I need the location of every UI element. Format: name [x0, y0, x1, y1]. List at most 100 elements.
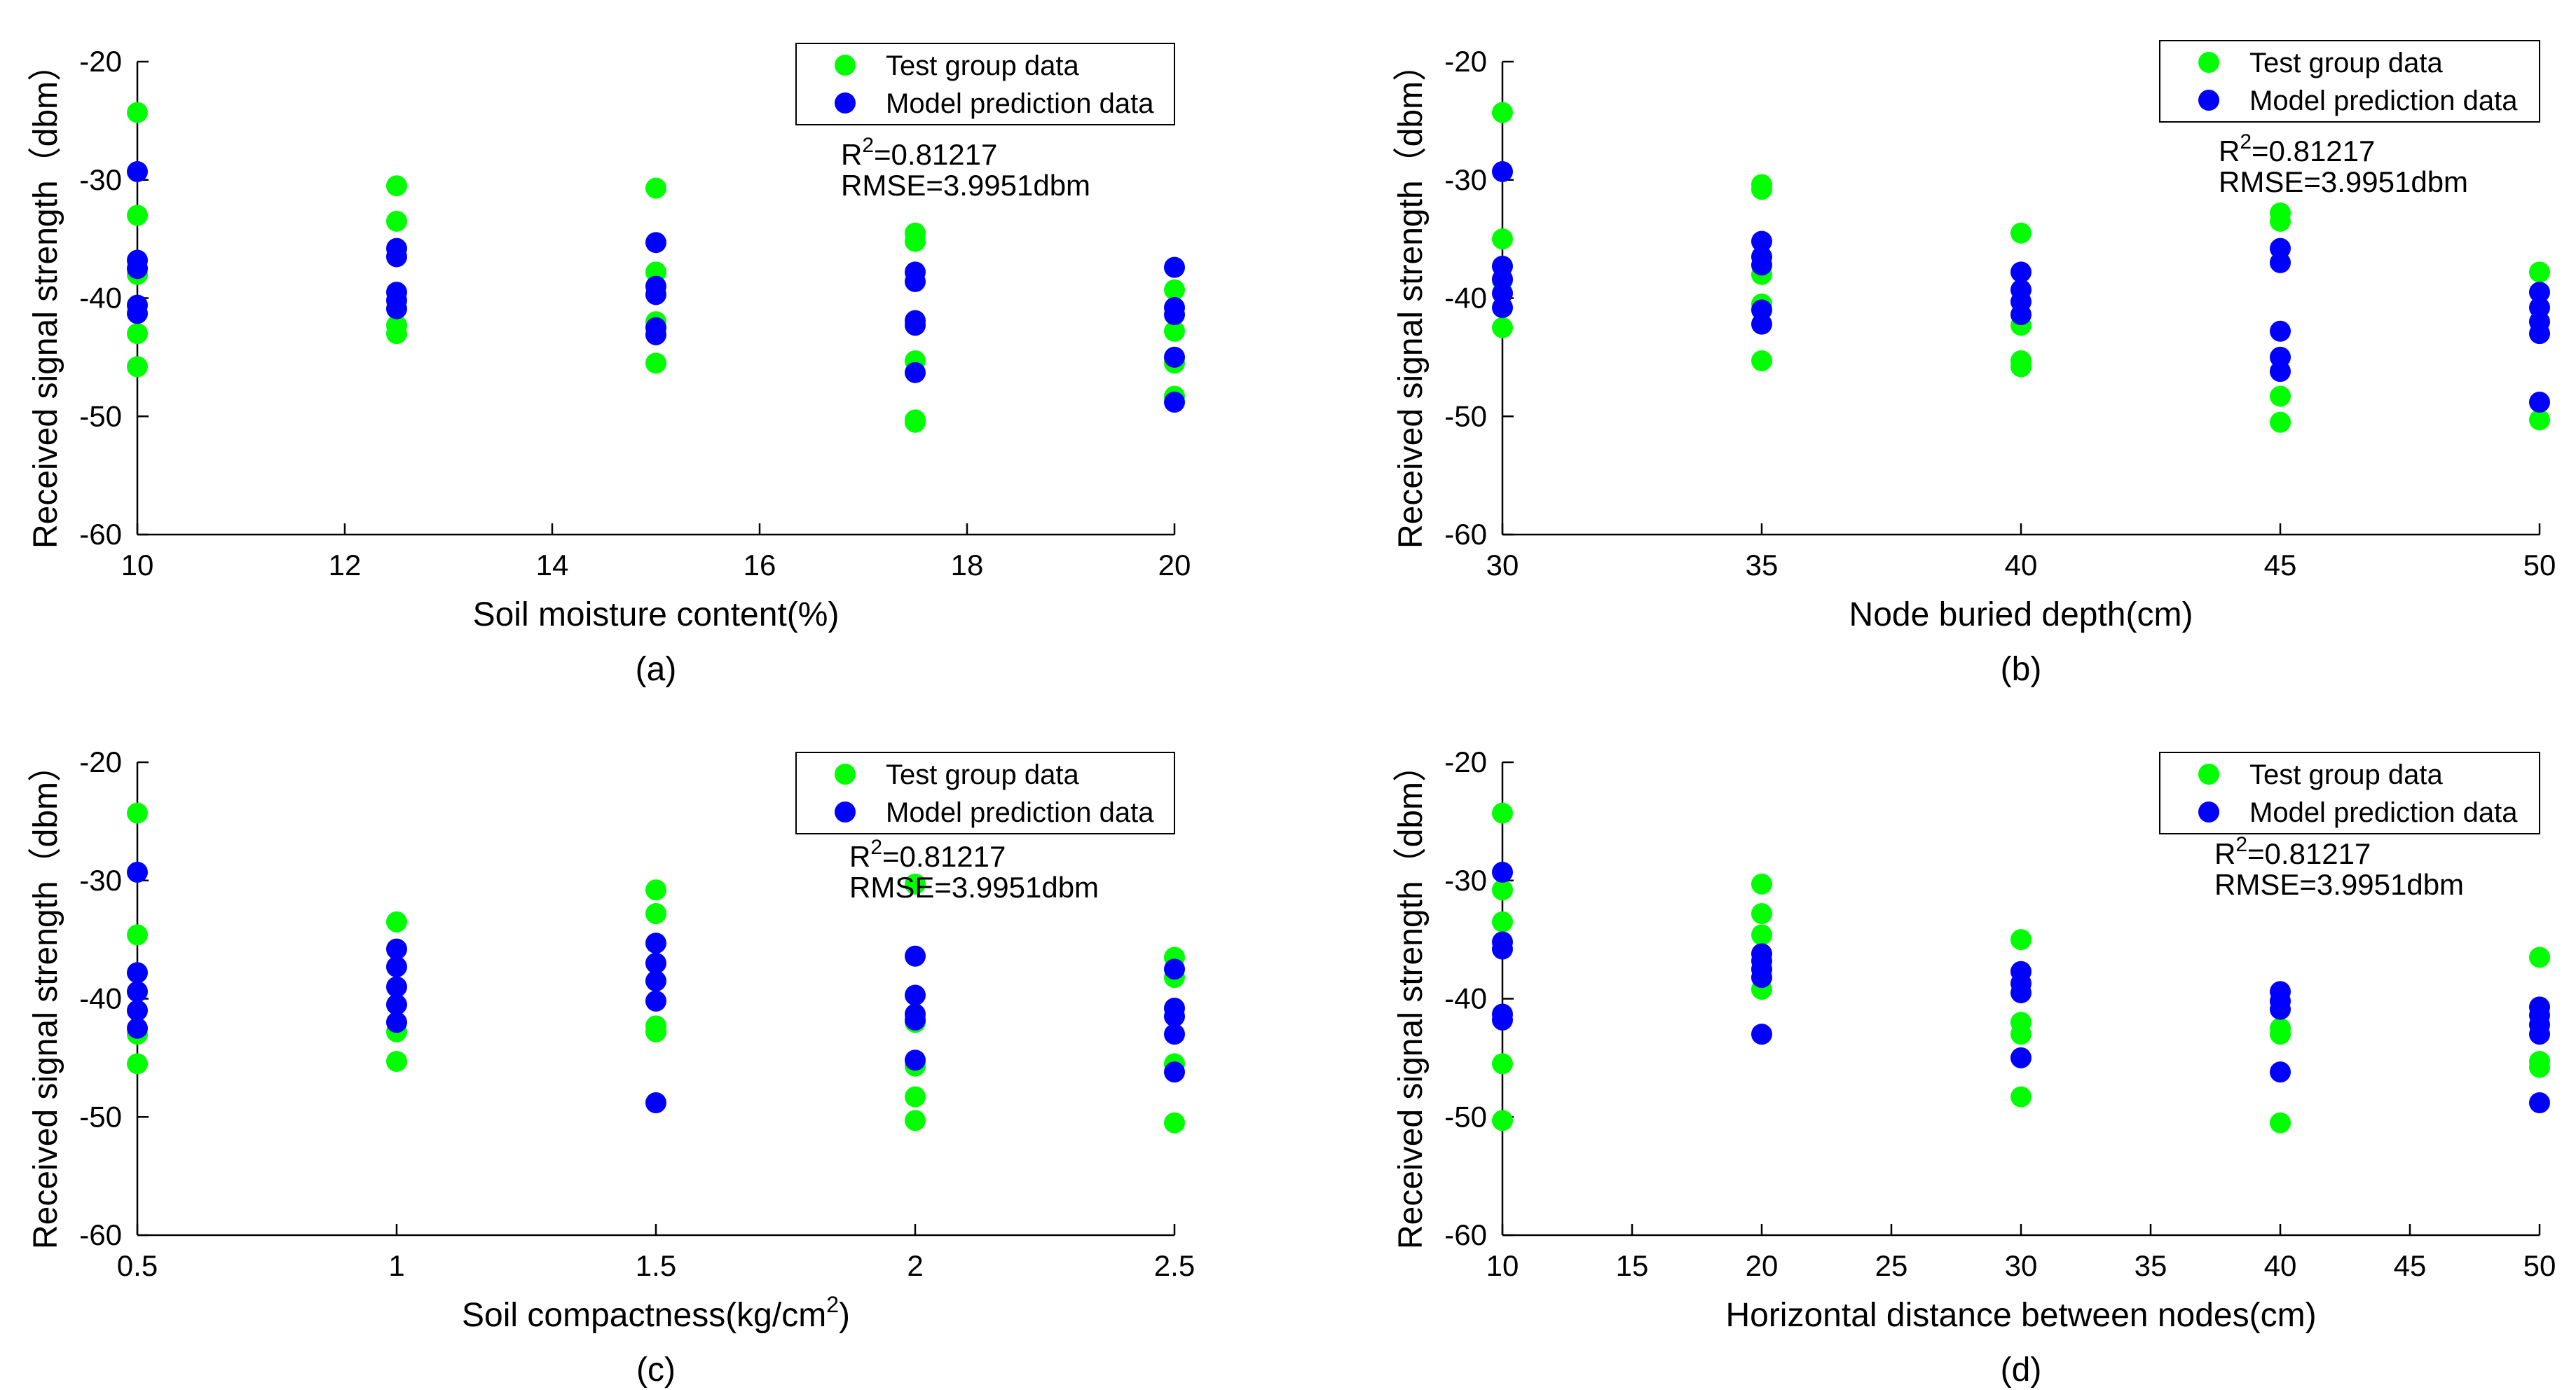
test-data-point [2529, 1057, 2550, 1078]
legend-entry: Test group data [886, 50, 1079, 81]
legend-marker [835, 764, 856, 785]
prediction-data-point [1164, 256, 1185, 278]
test-data-point [2010, 356, 2032, 378]
x-tick-label: 45 [2394, 1249, 2427, 1282]
test-data-point [127, 924, 148, 946]
legend-marker [2198, 764, 2219, 785]
prediction-data-point [2529, 323, 2550, 345]
r-squared-text: R2=0.81217 [841, 134, 997, 171]
prediction-data-point [645, 324, 666, 345]
y-tick-label: -50 [79, 1100, 122, 1133]
test-data-point [905, 873, 926, 895]
r-squared-superscript: 2 [2240, 130, 2252, 153]
r-squared-value: =0.81217 [2247, 837, 2371, 870]
y-tick-label: -40 [1444, 982, 1487, 1015]
test-data-point [386, 323, 407, 345]
x-tick-label: 14 [536, 549, 569, 582]
x-tick-label: 16 [744, 549, 776, 582]
test-data-point [645, 1021, 666, 1042]
prediction-data-point [1492, 297, 1513, 318]
prediction-data-point [905, 362, 926, 383]
x-axis-label-end: ) [839, 1297, 850, 1334]
panel-label: (a) [636, 651, 677, 688]
prediction-data-point [645, 990, 666, 1012]
prediction-data-point [2529, 392, 2550, 413]
chart-panel-c: -60 -50 -40 -30 -20 0.5 1 1.5 2 2.5 Received signa… [27, 745, 1195, 1389]
prediction-data-point [386, 246, 407, 268]
prediction-data-point [2270, 1061, 2291, 1083]
y-tick-label: -60 [79, 1218, 122, 1251]
y-tick-label: -20 [79, 45, 122, 78]
prediction-data-point [2010, 304, 2032, 326]
test-data-point [1164, 320, 1185, 342]
chart-panel-d: -60 -50 -40 -30 -20 10 15 20 25 30 35 40 45 50 Receive… [1392, 745, 2556, 1389]
r-squared-base: R [841, 138, 862, 171]
r-squared-text: R2=0.81217 [2214, 833, 2371, 870]
y-tick-label: -30 [1444, 163, 1487, 196]
prediction-data-point [1164, 1024, 1185, 1045]
prediction-data-point [905, 270, 926, 292]
test-data-point [127, 323, 148, 345]
panel-label: (d) [2001, 1351, 2042, 1389]
test-data-point [1492, 911, 1513, 933]
prediction-data-point [127, 1000, 148, 1021]
r-squared-base: R [2219, 135, 2240, 167]
legend-entry: Model prediction data [2249, 85, 2518, 116]
test-data-point [905, 1086, 926, 1108]
r-squared-base: R [2214, 837, 2235, 870]
y-tick-label: -40 [1444, 282, 1487, 315]
prediction-data-point [1164, 304, 1185, 326]
test-data-point [1164, 1112, 1185, 1134]
prediction-data-point [905, 945, 926, 967]
prediction-data-point [1751, 1024, 1772, 1045]
prediction-data-point [127, 962, 148, 984]
prediction-data-point [127, 1017, 148, 1039]
prediction-data-point [1164, 392, 1185, 413]
x-tick-label: 30 [2005, 1249, 2038, 1282]
test-data-point [1492, 1053, 1513, 1075]
prediction-data-point [1492, 1009, 1513, 1031]
legend-marker [835, 92, 856, 113]
prediction-data-point [386, 993, 407, 1015]
prediction-data-point [905, 315, 926, 336]
x-tick-label: 40 [2264, 1249, 2297, 1282]
prediction-data-point [2010, 982, 2032, 1004]
test-data-point [1492, 102, 1513, 123]
r-squared-superscript: 2 [870, 836, 882, 859]
test-data-point [1492, 228, 1513, 250]
x-tick-label: 35 [1746, 549, 1779, 582]
y-axis-label: Received signal strength（dbm） [27, 748, 64, 1249]
legend: Test group data Model prediction data [2159, 752, 2540, 834]
x-tick-label: 40 [2005, 549, 2038, 582]
y-tick-label: -20 [79, 745, 122, 778]
legend-entry: Model prediction data [886, 88, 1154, 119]
test-data-point [1751, 179, 1772, 200]
test-data-point [2529, 947, 2550, 968]
prediction-data-point [1751, 967, 1772, 989]
prediction-data-point [127, 303, 148, 324]
panel-label: (c) [636, 1351, 676, 1389]
y-tick-label: -20 [1444, 45, 1487, 78]
legend-marker [2198, 90, 2219, 111]
legend-marker [835, 801, 856, 823]
legend-entry: Model prediction data [2249, 797, 2518, 828]
legend-box [795, 43, 1175, 125]
test-data-point [645, 903, 666, 924]
y-tick-label: -50 [1444, 399, 1487, 432]
x-tick-label: 10 [121, 549, 154, 582]
y-tick-label: -50 [1444, 1100, 1487, 1133]
test-data-point [1751, 924, 1772, 946]
y-tick-label: -60 [79, 518, 122, 551]
x-tick-label: 2.5 [1154, 1249, 1195, 1282]
x-tick-label: 12 [329, 549, 362, 582]
legend: Test group data Model prediction data [795, 43, 1175, 125]
test-data-point [386, 911, 407, 933]
prediction-data-point [1492, 938, 1513, 960]
legend-marker [835, 55, 856, 76]
test-data-point [2010, 1086, 2032, 1108]
y-tick-label: -40 [79, 982, 122, 1015]
r-squared-base: R [849, 840, 870, 873]
test-data-point [127, 205, 148, 226]
test-data-point [2010, 1024, 2032, 1045]
